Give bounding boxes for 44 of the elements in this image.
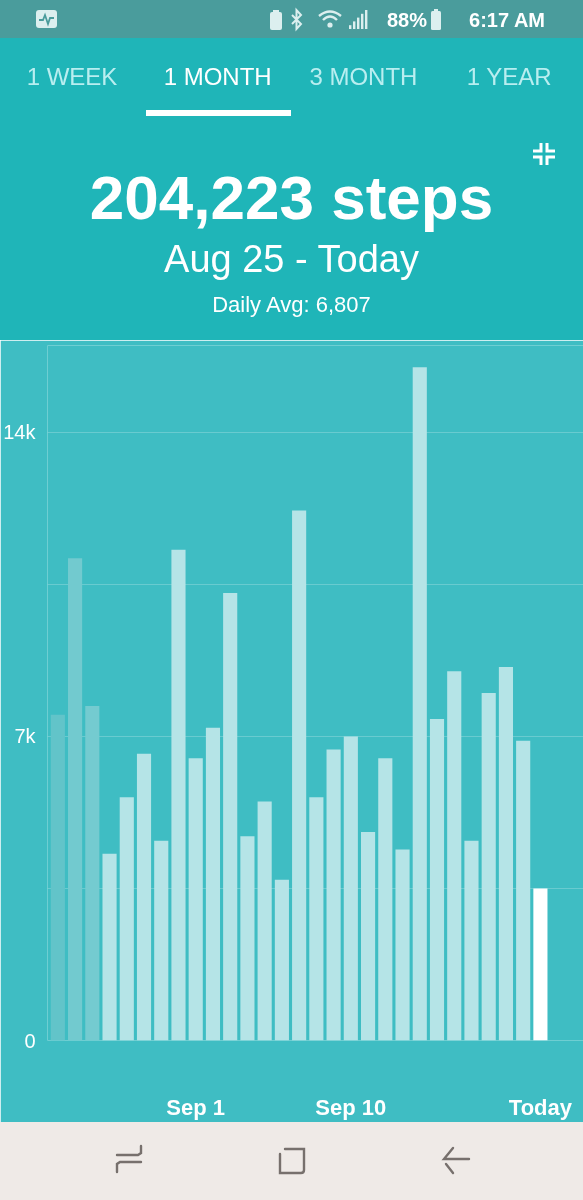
text: 1 WEEK <box>26 62 118 91</box>
bar <box>154 840 169 1041</box>
bar <box>119 797 134 1041</box>
text: 6:17 AM <box>469 9 545 31</box>
bar <box>50 714 65 1041</box>
bar <box>223 593 238 1041</box>
bar <box>240 836 255 1041</box>
bar <box>309 797 324 1041</box>
text: 88% <box>386 9 427 31</box>
bar <box>361 832 376 1041</box>
y-tick-label: 7k <box>14 725 37 748</box>
text: Daily Avg: 6,807 <box>212 291 371 318</box>
bar <box>257 801 272 1041</box>
text: 1 YEAR <box>466 62 552 91</box>
bar <box>498 666 514 1041</box>
bar <box>412 367 427 1041</box>
bar <box>205 727 221 1041</box>
bar <box>395 849 410 1041</box>
bar <box>85 706 100 1041</box>
bar <box>343 736 358 1041</box>
y-tick-label: 0 <box>24 1029 36 1052</box>
bar <box>326 749 341 1041</box>
bar <box>429 719 445 1041</box>
bar <box>464 840 479 1041</box>
bar <box>188 758 203 1041</box>
x-tick-label: Sep 10 <box>315 1094 387 1120</box>
y-tick-label: 14k <box>3 421 37 444</box>
chart-subtitle: Aug 25 - Today <box>164 238 419 281</box>
x-tick-label: Today <box>508 1094 573 1120</box>
bar <box>292 510 307 1041</box>
bar <box>171 549 186 1041</box>
bar <box>481 693 496 1041</box>
bar <box>447 671 462 1041</box>
bar <box>378 758 393 1041</box>
x-tick-label: Sep 1 <box>166 1094 226 1120</box>
bar <box>136 753 152 1041</box>
bar <box>274 879 289 1041</box>
bar <box>516 740 531 1041</box>
text: 3 MONTH <box>309 62 418 91</box>
bar <box>102 853 117 1041</box>
bar <box>533 888 548 1041</box>
text: 1 MONTH <box>163 62 272 91</box>
chart-title: 204,223 steps <box>89 162 494 233</box>
bar <box>68 558 83 1041</box>
